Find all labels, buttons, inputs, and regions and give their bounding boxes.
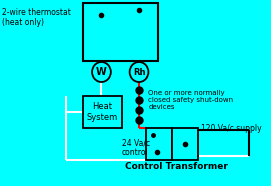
- Text: 120 Va/c supply: 120 Va/c supply: [201, 124, 262, 133]
- Text: 2-wire thermostat
(heat only): 2-wire thermostat (heat only): [2, 8, 71, 27]
- Text: 24 Va/c
control: 24 Va/c control: [122, 138, 150, 157]
- Bar: [83, 96, 122, 128]
- Text: W: W: [96, 67, 107, 77]
- Text: Control Transformer: Control Transformer: [125, 162, 228, 171]
- Circle shape: [130, 62, 149, 82]
- Bar: [83, 3, 158, 61]
- Bar: [172, 128, 198, 160]
- Bar: [146, 128, 172, 160]
- Text: Heat
System: Heat System: [87, 102, 118, 122]
- Text: Rh: Rh: [133, 68, 145, 76]
- Circle shape: [92, 62, 111, 82]
- Text: One or more normally
closed safety shut-down
devices: One or more normally closed safety shut-…: [149, 90, 234, 110]
